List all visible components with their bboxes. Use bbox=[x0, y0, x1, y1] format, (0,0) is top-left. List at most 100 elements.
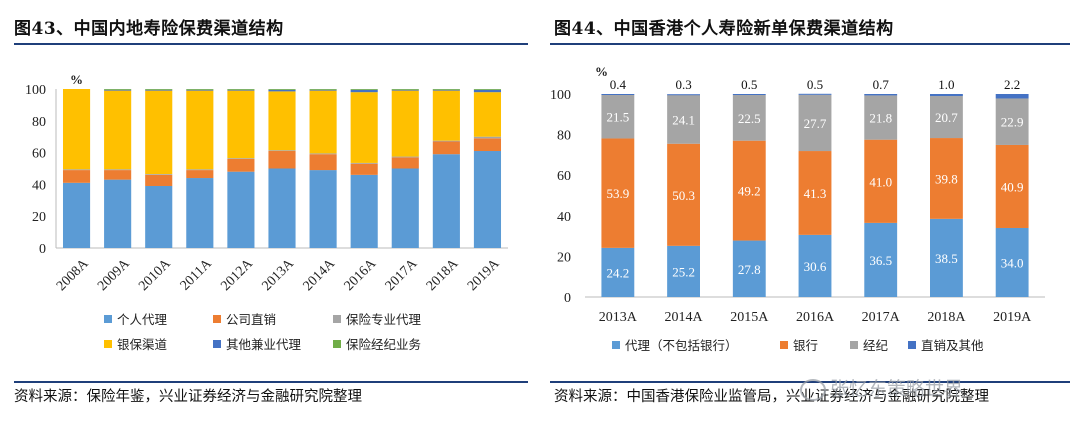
legend-swatch bbox=[213, 340, 221, 348]
bar-segment bbox=[432, 141, 460, 155]
data-label: 0.5 bbox=[741, 77, 757, 92]
bar-segment bbox=[930, 94, 963, 97]
data-label: 40.9 bbox=[1001, 179, 1024, 194]
bar-segment bbox=[995, 227, 1029, 297]
bar-segment bbox=[104, 179, 132, 248]
data-label: 53.9 bbox=[606, 186, 629, 201]
y-tick-label: 100 bbox=[25, 83, 46, 98]
x-tick-label: 2017A bbox=[383, 256, 421, 294]
legend-label: 经纪 bbox=[863, 338, 889, 353]
data-label: 24.2 bbox=[606, 265, 629, 280]
bar-segment bbox=[227, 158, 255, 172]
legend-swatch bbox=[104, 340, 112, 348]
data-label: 1.0 bbox=[938, 77, 954, 92]
bar-segment bbox=[798, 151, 832, 235]
bar-segment bbox=[930, 96, 963, 139]
x-tick-label: 2019A bbox=[993, 310, 1032, 325]
bar-segment bbox=[62, 89, 91, 170]
legend-label: 代理（不包括银行） bbox=[625, 338, 738, 353]
data-label: 49.2 bbox=[738, 184, 761, 199]
data-label: 34.0 bbox=[1001, 255, 1024, 270]
right-source-note: 资料来源：中国香港保险业监管局，兴业证券经济与金融研究院整理 bbox=[554, 389, 989, 405]
x-tick-label: 2019A bbox=[465, 256, 503, 294]
bar-segment bbox=[309, 170, 337, 248]
bar-segment bbox=[145, 89, 173, 90]
data-label: 22.9 bbox=[1001, 115, 1024, 130]
y-tick-label: 60 bbox=[32, 147, 46, 162]
y-tick-label: 40 bbox=[557, 210, 571, 225]
bar-segment bbox=[391, 168, 419, 248]
legend-label: 个人代理 bbox=[117, 312, 168, 327]
legend-label: 保险专业代理 bbox=[346, 312, 422, 327]
bar-segment bbox=[732, 240, 766, 297]
right-chart-svg: % 0 20 40 60 80 100 24.2 53.9 21.5 0.4 2013A 25.2 50.… bbox=[550, 64, 1045, 353]
x-tick-label: 2013A bbox=[259, 256, 297, 294]
bar-segment bbox=[268, 89, 296, 90]
left-figure-title: 图43、中国内地寿险保费渠道结构 bbox=[14, 19, 284, 39]
bar-segment bbox=[391, 157, 419, 169]
left-bottom-rule bbox=[14, 381, 528, 383]
y-unit-label: % bbox=[70, 72, 83, 87]
bar-segment bbox=[62, 182, 91, 248]
bar-segment bbox=[186, 90, 214, 170]
bar-segment bbox=[601, 138, 635, 248]
bar-segment bbox=[268, 89, 296, 92]
x-tick-label: 2009A bbox=[95, 256, 133, 294]
x-tick-label: 2016A bbox=[796, 310, 835, 325]
bar-segment bbox=[995, 94, 1029, 99]
data-label: 50.3 bbox=[672, 188, 695, 203]
x-tick-label: 2014A bbox=[665, 310, 704, 325]
bar-segment bbox=[309, 90, 337, 154]
bar-segment bbox=[473, 89, 502, 90]
bar-segment bbox=[732, 94, 766, 96]
data-label: 27.7 bbox=[804, 116, 827, 131]
legend-swatch bbox=[908, 341, 916, 349]
bar-segment bbox=[667, 94, 700, 96]
data-label: 27.8 bbox=[738, 262, 761, 277]
bar-segment bbox=[864, 222, 898, 297]
data-label: 25.2 bbox=[672, 264, 695, 279]
bar-segment bbox=[186, 170, 214, 179]
bar-segment bbox=[309, 154, 337, 171]
bar-segment bbox=[601, 94, 635, 95]
bar-segment bbox=[432, 154, 460, 248]
bar-segment bbox=[601, 247, 635, 297]
y-tick-label: 80 bbox=[557, 129, 571, 144]
bar-segment bbox=[350, 162, 378, 164]
bar-segment bbox=[227, 89, 255, 91]
legend-swatch bbox=[104, 315, 112, 323]
bar-segment bbox=[995, 98, 1029, 145]
y-tick-label: 100 bbox=[550, 88, 571, 103]
bar-segment bbox=[186, 89, 214, 91]
data-label: 21.8 bbox=[869, 111, 892, 126]
bar-segment bbox=[145, 90, 173, 175]
bar-segment bbox=[864, 94, 898, 96]
right-figure-title: 图44、中国香港个人寿险新单保费渠道结构 bbox=[554, 19, 894, 39]
bar-segment bbox=[268, 91, 296, 151]
bar-segment bbox=[104, 170, 132, 180]
bar-segment bbox=[667, 143, 700, 246]
data-label: 41.0 bbox=[869, 174, 892, 189]
bar-segment bbox=[391, 89, 419, 91]
bar-segment bbox=[104, 169, 132, 171]
bar-segment bbox=[145, 174, 173, 186]
data-label: 20.7 bbox=[935, 110, 958, 125]
bar-segment bbox=[227, 158, 255, 159]
left-source-note: 资料来源：保险年鉴，兴业证券经济与金融研究院整理 bbox=[14, 389, 362, 405]
bar-segment bbox=[432, 140, 460, 142]
legend-label: 保险经纪业务 bbox=[346, 337, 421, 352]
x-tick-label: 2018A bbox=[927, 310, 966, 325]
y-tick-label: 0 bbox=[39, 242, 46, 257]
x-tick-label: 2008A bbox=[54, 256, 92, 294]
bar-segment bbox=[432, 89, 460, 90]
legend-label: 银行 bbox=[793, 338, 818, 353]
legend-label: 银保渠道 bbox=[117, 337, 168, 352]
bar-segment bbox=[186, 89, 214, 90]
y-unit-label: % bbox=[595, 64, 608, 79]
bar-segment bbox=[732, 140, 766, 241]
bar-segment bbox=[473, 136, 502, 139]
data-label: 24.1 bbox=[672, 112, 695, 127]
bar-segment bbox=[104, 89, 132, 91]
data-label: 36.5 bbox=[869, 253, 892, 268]
bar-segment bbox=[601, 94, 635, 139]
